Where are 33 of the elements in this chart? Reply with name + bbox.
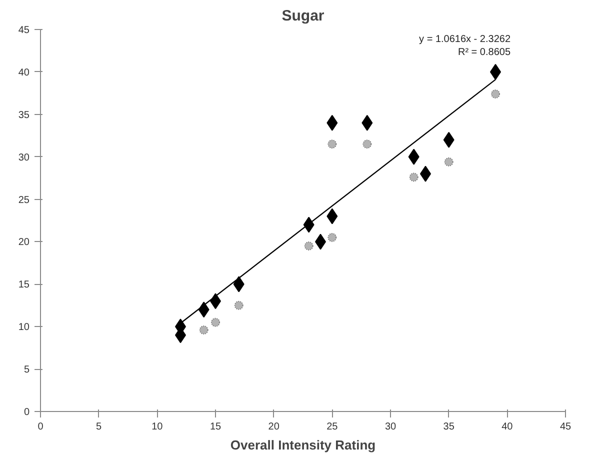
x-tick-label: 15 <box>210 422 222 432</box>
y-tick-label: 35 <box>18 110 30 121</box>
x-tick-label: 25 <box>326 422 338 432</box>
point <box>444 157 454 166</box>
x-tick-label: 35 <box>443 422 455 432</box>
y-tick-label: 20 <box>18 237 30 248</box>
x-tick-label: 30 <box>384 422 396 432</box>
x-tick-label: 40 <box>502 422 514 432</box>
point <box>328 140 337 149</box>
y-tick-label: 15 <box>18 280 30 291</box>
y-tick-label: 0 <box>24 407 30 418</box>
y-tick-label: 45 <box>18 25 30 36</box>
point <box>304 241 314 250</box>
point <box>234 300 244 310</box>
point <box>328 232 337 242</box>
point <box>211 318 220 327</box>
x-tick-label: 0 <box>38 422 44 432</box>
x-tick-label: 10 <box>152 422 164 432</box>
x-tick-label: 5 <box>96 422 102 432</box>
point <box>362 140 372 149</box>
y-tick-label: 5 <box>24 364 30 376</box>
x-tick-label: 20 <box>268 422 280 432</box>
point <box>491 90 500 99</box>
chart-title: Sugar <box>282 8 324 24</box>
x-axis-title: Overall Intensity Rating <box>230 438 376 452</box>
x-tick-label: 45 <box>560 422 572 432</box>
y-tick-label: 25 <box>18 194 30 206</box>
y-tick-label: 40 <box>18 67 30 78</box>
annotation: y = 1.0616x - 2.3262 R² = 0.8605 <box>419 34 511 58</box>
y-tick-label: 30 <box>18 152 30 164</box>
point <box>409 172 418 182</box>
y-tick-label: 10 <box>18 322 30 334</box>
point <box>199 326 208 334</box>
